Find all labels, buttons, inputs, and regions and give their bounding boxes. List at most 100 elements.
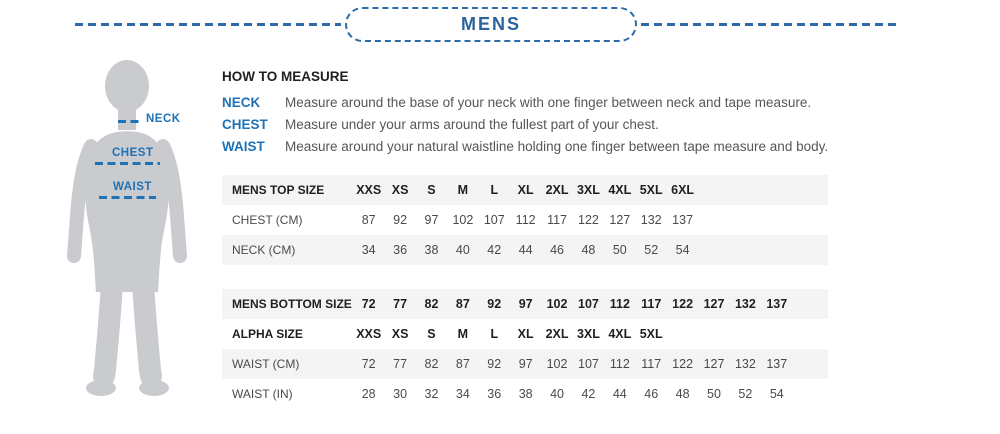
measure-description: Measure around the base of your neck wit… [285,95,812,110]
table-cell: 117 [641,357,662,371]
measure-row-chest: CHEST Measure under your arms around the… [222,114,942,136]
table-cell: 117 [641,297,662,311]
table-cell: 52 [644,243,659,257]
table-cell: 28 [361,387,376,401]
table-cell: 72 [361,357,376,371]
table-cell: 36 [487,387,502,401]
table-cell: 50 [707,387,721,401]
table-cell: 42 [487,243,502,257]
table-cell: 4XL [608,327,632,341]
table-cell: 54 [675,243,690,257]
table-cell: 3XL [576,327,600,341]
row-label: WAIST (CM) [232,357,300,371]
table-cell: 132 [734,297,756,311]
table-cell: M [457,183,469,197]
table-row: CHEST (CM) 87 92 97 102 107 112 117 122 127 132 137 [222,205,828,235]
table-cell: 127 [703,357,725,371]
table-cell: 34 [455,387,470,401]
table-cell: 44 [612,387,627,401]
row-label: CHEST (CM) [232,213,303,227]
table-cell: 102 [546,297,568,311]
table-cell: 5XL [639,327,663,341]
table-cell: 77 [393,297,408,311]
table-cell: 112 [515,213,536,227]
figure-chest-label: CHEST [112,147,154,159]
table-cell: 40 [550,387,564,401]
figure-waist-label: WAIST [113,181,152,193]
table-cell: 54 [769,387,784,401]
table-cell: 72 [361,297,376,311]
table-cell: 82 [424,357,439,371]
table-row: NECK (CM) 34 36 38 40 42 44 46 48 50 52 54 [222,235,828,265]
table-cell: 38 [518,387,533,401]
table-cell: 46 [550,243,564,257]
table-cell: 97 [424,213,439,227]
table-cell: 40 [455,243,470,257]
how-to-measure-heading: HOW TO MEASURE [222,69,349,84]
table-cell: 48 [581,243,596,257]
row-label: NECK (CM) [232,243,296,257]
table-cell: 97 [518,357,533,371]
table-cell: 32 [424,387,439,401]
neck-measure-line [118,120,143,123]
figure-neck-label: NECK [146,113,181,125]
table-cell: 107 [578,297,599,311]
table-row: ALPHA SIZE XXS XS S M L XL 2XL 3XL 4XL 5XL [222,319,828,349]
table-cell: XL [517,327,534,341]
row-label: WAIST (IN) [232,387,293,401]
mens-title-pill: MENS [345,7,637,42]
table-row: MENS TOP SIZE XXS XS S M L XL 2XL 3XL 4XL 5XL 6XL [222,175,828,205]
measure-term: CHEST [222,117,268,132]
row-label: MENS TOP SIZE [232,183,325,197]
how-to-measure-section: HOW TO MEASURE NECK Measure around the b… [222,69,942,158]
measure-description: Measure under your arms around the fulle… [285,117,659,132]
table-cell: S [427,183,436,197]
table-cell: 87 [455,357,470,371]
table-cell: XL [517,183,534,197]
table-cell: XXS [356,183,382,197]
table-cell: 87 [361,213,376,227]
table-cell: 36 [393,243,408,257]
table-cell: 137 [766,297,788,311]
row-label: MENS BOTTOM SIZE [232,297,352,311]
table-cell: 46 [644,387,659,401]
table-cell: 107 [578,357,599,371]
table-cell: 42 [581,387,596,401]
table-cell: L [490,183,499,197]
table-cell: 117 [547,213,567,227]
table-cell: M [457,327,469,341]
measure-row-waist: WAIST Measure around your natural waistl… [222,136,942,158]
mens-top-size-table: MENS TOP SIZE XXS XS S M L XL 2XL 3XL 4XL 5XL 6XL CH… [222,175,828,265]
table-row: WAIST (CM) 72 77 82 87 92 97 102 107 112 117 122 127… [222,349,828,379]
table-cell: 112 [609,297,630,311]
table-cell: XS [391,327,409,341]
table-cell: 92 [487,357,502,371]
table-cell: 132 [734,357,756,371]
table-cell: 4XL [608,183,632,197]
table-row: MENS BOTTOM SIZE 72 77 82 87 92 97 102 107 112 117… [222,289,828,319]
table-cell: 137 [766,357,788,371]
male-silhouette [67,60,187,396]
table-cell: S [427,327,436,341]
table-cell: XXS [356,327,382,341]
table-cell: 102 [546,357,568,371]
table-cell: 132 [640,213,662,227]
chest-measure-line [95,162,160,165]
table-cell: 137 [672,213,694,227]
table-cell: 2XL [545,327,569,341]
row-label: ALPHA SIZE [232,327,303,341]
table-cell: 50 [612,243,627,257]
table-cell: 3XL [576,183,600,197]
page-title: MENS [460,14,521,34]
table-cell: 122 [672,357,694,371]
table-cell: 122 [672,297,694,311]
table-cell: 82 [424,297,439,311]
table-cell: 97 [518,297,533,311]
table-cell: L [490,327,499,341]
table-cell: 48 [675,387,690,401]
measure-term: NECK [222,95,261,110]
header-dash-line-left [75,23,341,26]
table-cell: 122 [578,213,599,227]
table-cell: 30 [393,387,408,401]
